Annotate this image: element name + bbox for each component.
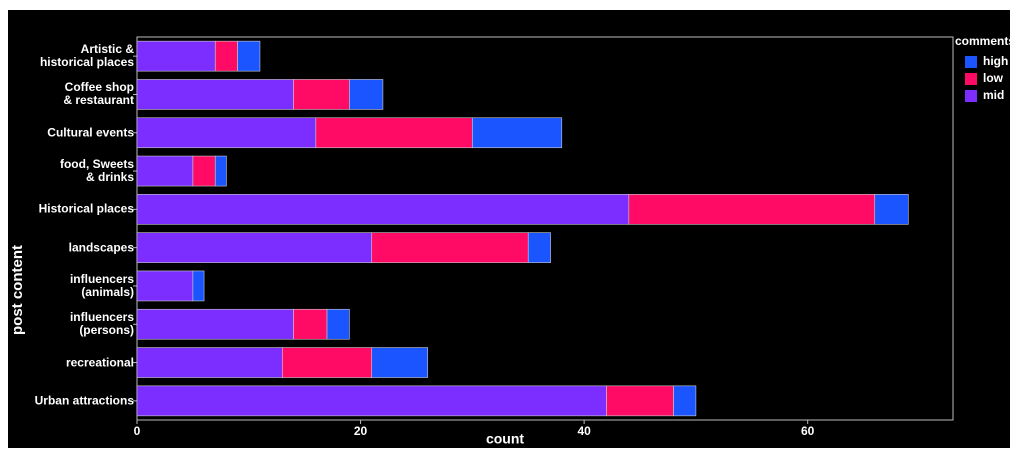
bar-segment <box>472 117 563 149</box>
y-tick-label: landscapes <box>68 240 134 255</box>
y-tick-label: Coffee shop & restaurant <box>63 80 134 108</box>
bar-segment <box>136 347 283 378</box>
bar-segment <box>371 347 428 378</box>
bar-segment <box>628 194 876 225</box>
bar-segment <box>136 270 194 302</box>
legend-label: low <box>983 71 1004 85</box>
bar-segment <box>293 79 350 110</box>
x-axis-label: count <box>486 431 524 447</box>
y-tick-label: Historical places <box>38 201 134 216</box>
bar-segment <box>874 194 909 225</box>
x-tick-label: 60 <box>801 424 815 438</box>
legend-title: comments <box>955 34 1015 48</box>
legend-key <box>965 56 977 68</box>
y-tick-label: food, Sweets & drinks <box>59 157 134 185</box>
panel <box>136 36 954 421</box>
legend-key <box>965 90 977 102</box>
y-tick-label: influencers (animals) <box>69 271 134 299</box>
y-tick-label: recreational <box>65 355 134 370</box>
y-tick-label: influencers (persons) <box>69 310 134 338</box>
bar-segment <box>136 232 373 263</box>
bar-segment <box>192 155 216 187</box>
bar-segment <box>606 385 674 417</box>
bar-segment <box>214 40 238 72</box>
bar-segment <box>136 155 194 187</box>
x-tick-label: 0 <box>134 424 141 438</box>
legend-label: mid <box>983 88 1004 102</box>
bar-segment <box>136 40 216 72</box>
background <box>8 10 1010 448</box>
legend-label: high <box>983 54 1008 68</box>
bar-segment <box>527 232 551 263</box>
y-tick-label: Cultural events <box>47 125 134 140</box>
bar-segment <box>371 232 529 263</box>
bar-segment <box>293 308 328 340</box>
bar-segment <box>282 347 373 378</box>
y-axis-label: post content <box>9 245 26 335</box>
bar-segment <box>136 117 317 149</box>
x-tick-label: 40 <box>577 424 591 438</box>
bar-segment <box>136 385 607 417</box>
legend-key <box>965 73 977 85</box>
bar-segment <box>326 308 350 340</box>
bar-segment <box>136 308 294 340</box>
bar-segment <box>192 270 205 302</box>
bar-segment <box>214 155 227 187</box>
bar-segment <box>349 79 384 110</box>
bar-segment <box>136 194 630 225</box>
bar-segment <box>673 385 697 417</box>
bar-segment <box>315 117 473 149</box>
bar-segment <box>136 79 294 110</box>
x-tick-label: 20 <box>354 424 368 438</box>
y-tick-label: Artistic & historical places <box>39 42 134 70</box>
bar-segment <box>237 40 261 72</box>
y-tick-label: Urban attractions <box>34 393 134 408</box>
